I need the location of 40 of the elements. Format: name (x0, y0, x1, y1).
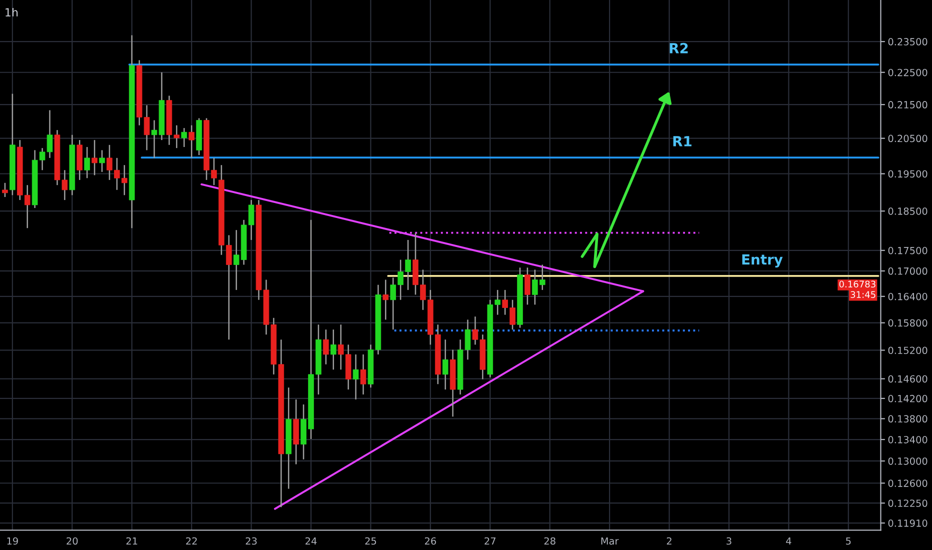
text: 1h (6, 8, 18, 16)
y-tick-label: 0.13800 (888, 415, 928, 423)
series-label: R1 (673, 136, 692, 146)
y-tick-label: 0.15800 (888, 319, 928, 327)
x-tick-label: 24 (306, 537, 317, 545)
series-label: Entry (742, 254, 783, 268)
x-tick-label: 3 (726, 537, 732, 545)
x-tick-label: 5 (846, 537, 851, 545)
y-tick-label: 0.22500 (888, 68, 928, 76)
y-tick-label: 0.17000 (888, 267, 928, 275)
y-tick-label: 0.14200 (888, 394, 928, 402)
x-tick-label: 21 (126, 537, 138, 545)
x-tick-label: 4 (786, 537, 792, 545)
x-tick-label: 26 (424, 537, 436, 545)
y-tick-label: 0.21500 (888, 101, 928, 108)
x-tick-label: 2 (666, 537, 672, 545)
x-tick-label: 20 (66, 537, 78, 545)
y-tick-label: 0.19500 (888, 170, 928, 178)
y-tick-label: 0.18500 (888, 208, 928, 215)
y-tick-label: 0.23500 (888, 38, 928, 46)
y-tick-label: 0.12600 (888, 480, 928, 487)
x-tick-label: 27 (484, 537, 496, 545)
y-tick-label: 0.11910 (888, 520, 928, 527)
x-tick-label: 25 (365, 537, 376, 545)
annotation: 31:45 (850, 291, 876, 298)
y-tick-label: 0.17500 (888, 246, 928, 254)
y-tick-label: 0.14600 (888, 375, 928, 383)
x-tick-label: 23 (246, 537, 257, 545)
x-tick-label: 19 (7, 537, 18, 545)
series-label: R2 (670, 42, 688, 54)
y-tick-label: 0.12250 (888, 500, 928, 507)
annotation: 0.16783 (839, 280, 876, 288)
x-tick-label: Mar (601, 537, 619, 545)
y-tick-label: 0.16400 (888, 292, 928, 300)
y-tick-label: 0.13000 (888, 457, 928, 465)
y-tick-label: 0.15200 (888, 346, 928, 354)
x-tick-label: 22 (186, 537, 197, 545)
y-tick-label: 0.13400 (888, 436, 928, 444)
x-tick-label: 28 (544, 537, 556, 545)
y-tick-label: 0.20500 (888, 134, 928, 142)
